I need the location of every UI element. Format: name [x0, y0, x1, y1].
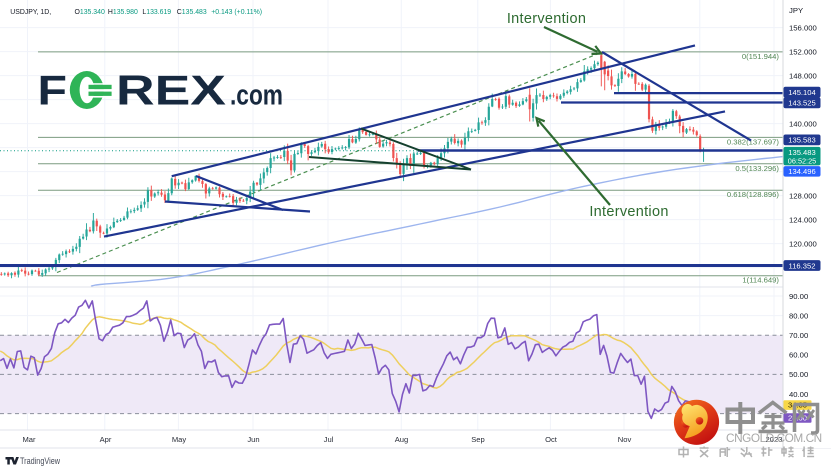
- svg-text:70.00: 70.00: [789, 331, 808, 340]
- svg-text:0.5(133.296): 0.5(133.296): [735, 164, 779, 173]
- svg-text:120.000: 120.000: [789, 239, 817, 248]
- svg-text:Mar: Mar: [22, 435, 36, 444]
- svg-text:80.00: 80.00: [789, 311, 808, 320]
- svg-text:0.618(128.896): 0.618(128.896): [727, 190, 780, 199]
- svg-text:L133.619: L133.619: [142, 9, 171, 16]
- svg-text:90.00: 90.00: [789, 292, 808, 301]
- svg-text:145.104: 145.104: [788, 88, 815, 97]
- svg-text:2023: 2023: [766, 435, 783, 444]
- svg-text:06:52:25: 06:52:25: [788, 156, 816, 165]
- svg-text:60.00: 60.00: [789, 351, 808, 360]
- svg-text:Aug: Aug: [395, 435, 409, 444]
- svg-text:152.000: 152.000: [789, 47, 817, 56]
- svg-text:JPY: JPY: [789, 6, 803, 15]
- svg-text:Intervention: Intervention: [589, 204, 668, 220]
- svg-text:124.000: 124.000: [789, 215, 817, 224]
- svg-text:148.000: 148.000: [789, 71, 817, 80]
- svg-text:.com: .com: [230, 80, 283, 112]
- svg-text:0.382(137.697): 0.382(137.697): [727, 137, 780, 146]
- svg-text:Jun: Jun: [247, 435, 259, 444]
- svg-text:+0.143 (+0.11%): +0.143 (+0.11%): [211, 9, 262, 16]
- svg-text:140.000: 140.000: [789, 119, 817, 128]
- svg-text:O135.340: O135.340: [75, 9, 105, 16]
- svg-text:CNGOLD.COM.CN: CNGOLD.COM.CN: [726, 431, 822, 445]
- svg-text:0(151.944): 0(151.944): [742, 52, 780, 61]
- svg-text:128.000: 128.000: [789, 191, 817, 200]
- svg-text:Sep: Sep: [471, 435, 485, 444]
- svg-text:H135.980: H135.980: [108, 9, 138, 16]
- svg-text:50.00: 50.00: [789, 370, 808, 379]
- svg-text:135.583: 135.583: [788, 136, 815, 145]
- svg-text:May: May: [172, 435, 187, 444]
- svg-text:TradingView: TradingView: [20, 456, 61, 466]
- svg-text:134.496: 134.496: [788, 167, 815, 176]
- svg-text:156.000: 156.000: [789, 23, 817, 32]
- svg-text:C135.483: C135.483: [177, 9, 207, 16]
- svg-text:REX: REX: [116, 67, 226, 114]
- svg-text:135.483: 135.483: [788, 148, 815, 157]
- svg-text:Oct: Oct: [545, 435, 558, 444]
- svg-text:143.525: 143.525: [788, 99, 815, 108]
- svg-text:40.00: 40.00: [789, 390, 808, 399]
- svg-text:Jul: Jul: [324, 435, 334, 444]
- svg-text:Nov: Nov: [618, 435, 632, 444]
- svg-text:Intervention: Intervention: [507, 11, 586, 27]
- svg-text:1(114.649): 1(114.649): [742, 276, 779, 285]
- svg-text:F: F: [38, 67, 68, 114]
- svg-text:116.352: 116.352: [789, 261, 816, 270]
- svg-text:USDJPY, 1D,: USDJPY, 1D,: [10, 9, 51, 16]
- svg-text:Apr: Apr: [100, 435, 112, 444]
